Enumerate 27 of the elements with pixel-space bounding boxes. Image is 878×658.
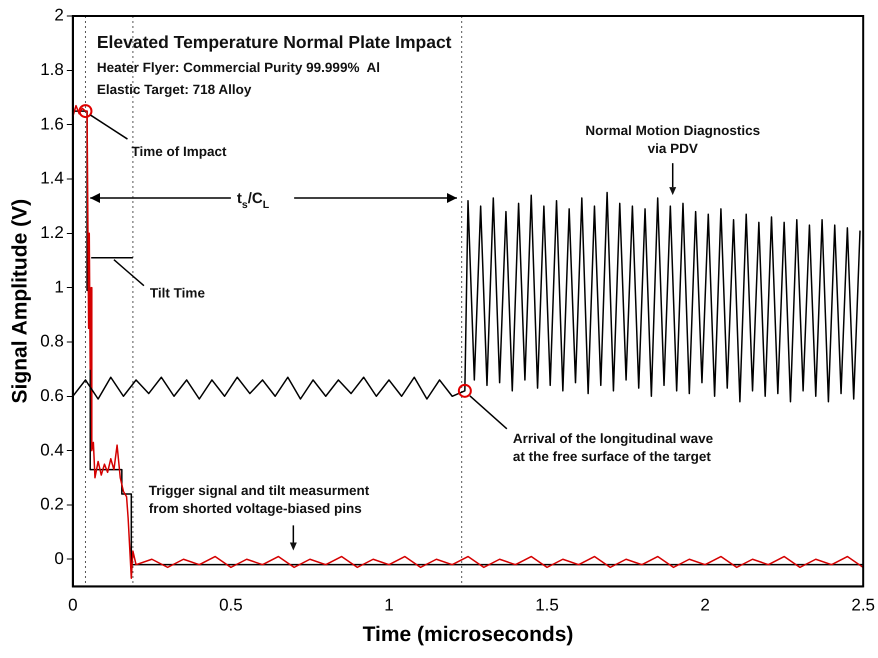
annotation: Normal Motion Diagnostics via PDV [585,123,760,156]
x-tick-label: 0.5 [219,595,243,614]
annotation: Tilt Time [150,286,206,301]
y-tick-label: 0.4 [40,440,64,460]
y-tick-label: 2 [54,6,64,25]
annotation: Trigger signal and tilt measurment from shorted voltage-biased pins [148,483,370,516]
y-axis-title: Signal Amplitude (V) [8,198,32,404]
y-tick-label: 0.8 [40,332,64,351]
y-tick-label: 0.6 [40,386,64,405]
y-tick-label: 0 [54,548,64,568]
y-tick-label: 1 [54,277,64,296]
y-tick-label: 1.2 [40,222,64,242]
y-tick-label: 1.6 [40,114,64,134]
x-tick-label: 0 [68,595,78,614]
annotation: Elastic Target: 718 Alloy [96,82,252,97]
text: Elevated Temperature Normal Plate Impact [96,32,452,52]
annotation: Heater Flyer: Commercial Purity 99.999% Al [96,60,380,75]
annotation: Arrival of the longitudinal wave at the free surface of the target [512,430,714,464]
x-tick-label: 1 [384,595,394,614]
x-tick-label: 2.5 [851,595,876,614]
y-tick-label: 0.2 [40,494,64,514]
y-tick-label: 1.8 [40,60,64,80]
x-tick-label: 2 [700,595,710,614]
y-tick-label: 1.4 [40,168,64,188]
annotation: Time of Impact [131,144,228,160]
x-axis-title: Time (microseconds) [362,623,574,646]
x-tick-label: 1.5 [535,595,559,614]
